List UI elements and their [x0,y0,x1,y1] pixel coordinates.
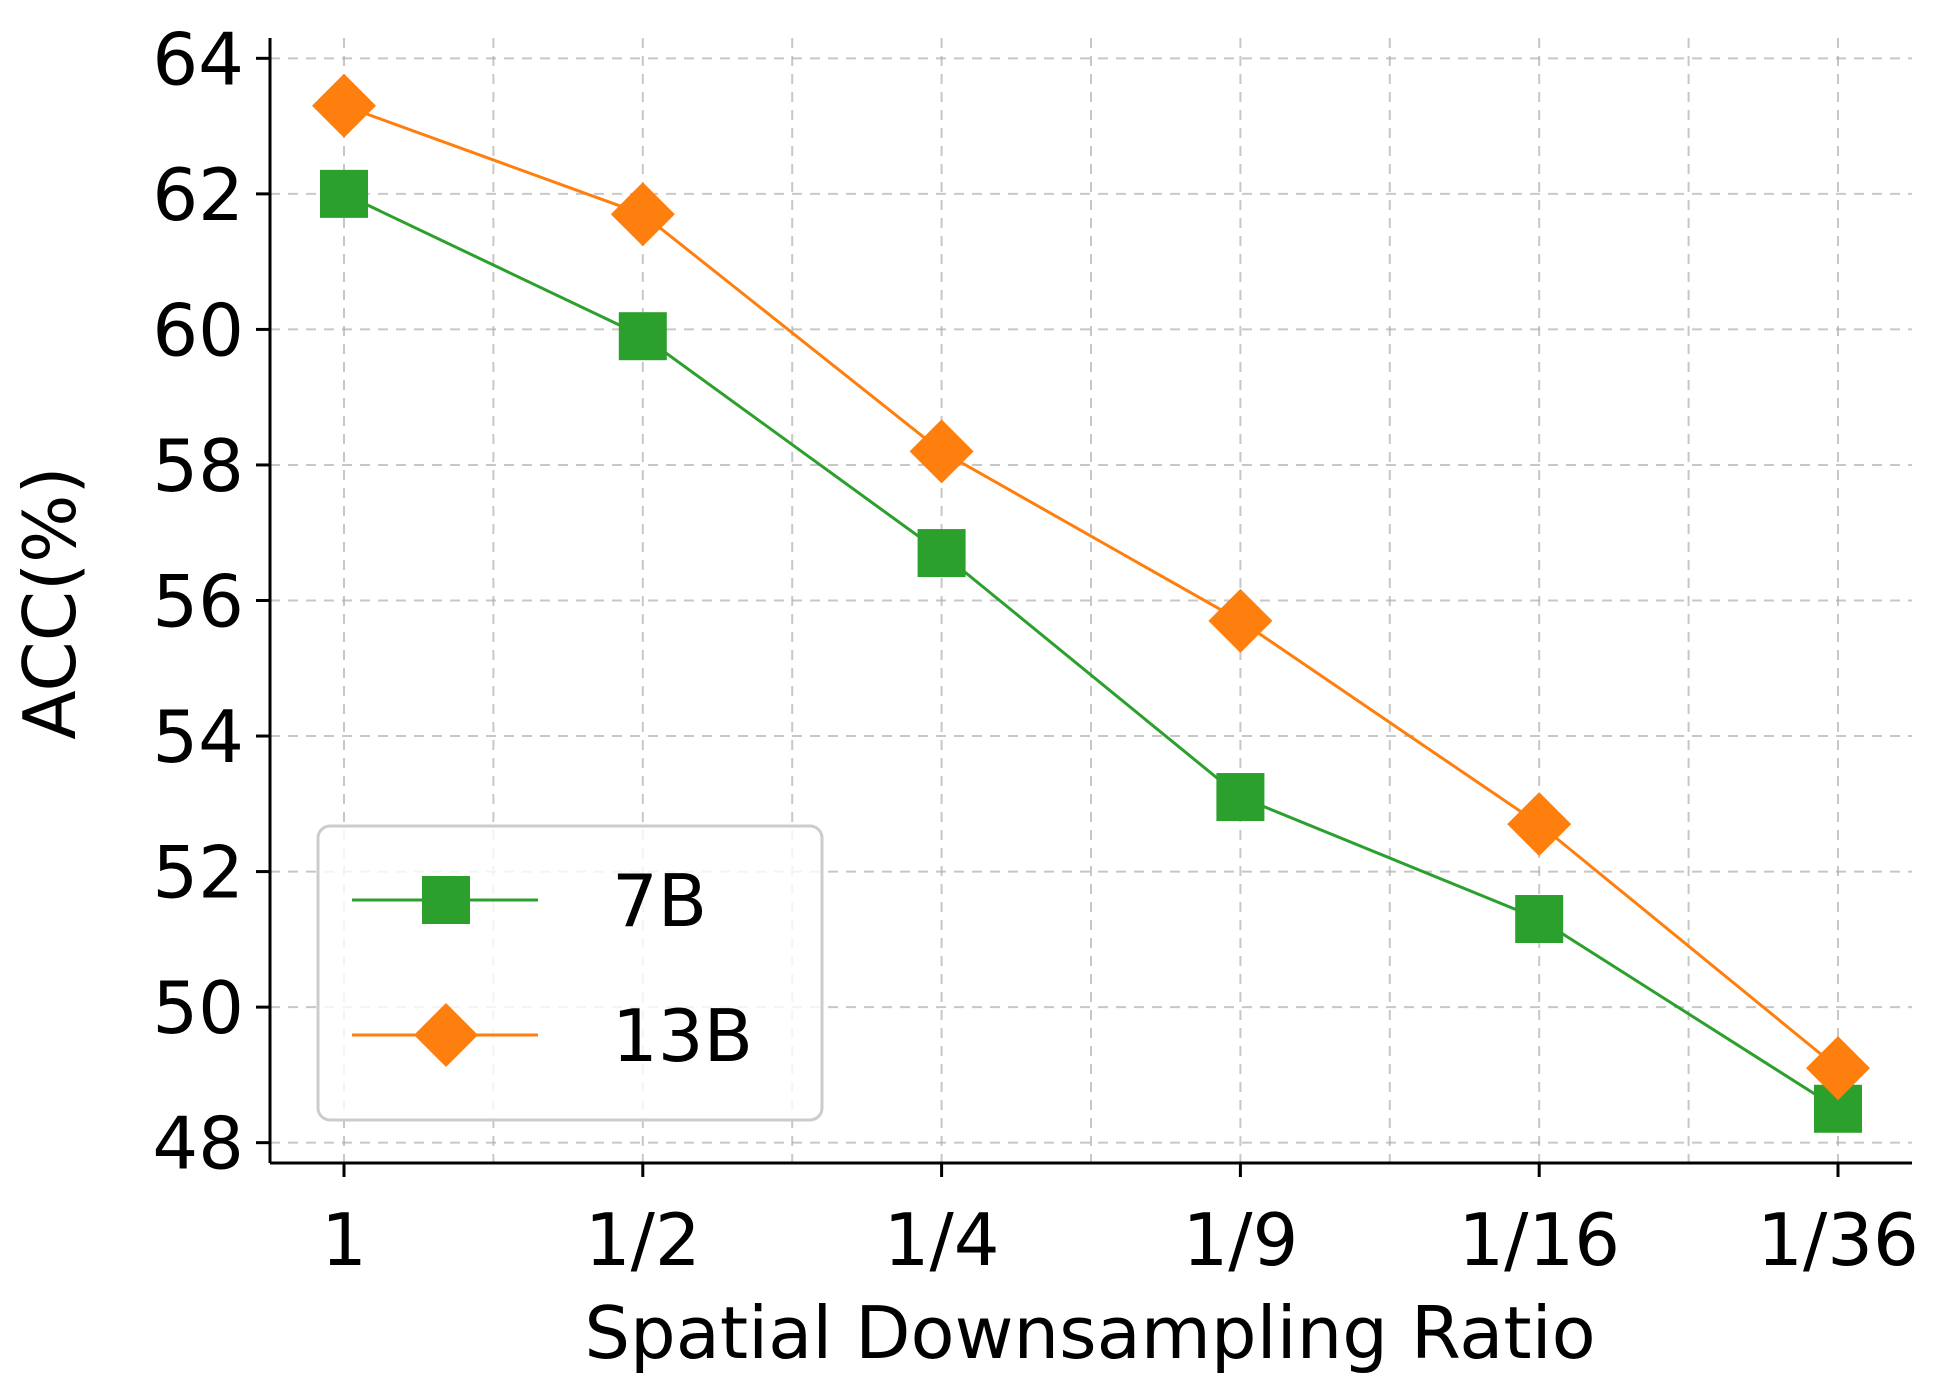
series-layer [312,73,1870,1133]
x-axis-label: Spatial Downsampling Ratio [584,1291,1595,1375]
series-13b [312,73,1870,1101]
series-line-13b [343,104,1839,1070]
legend-entry-13b: 13B [352,994,753,1078]
y-axis-label: ACC(%) [8,466,92,739]
data-point-13b [1806,1036,1870,1101]
legend-label-7b: 7B [612,859,707,943]
y-tick-label: 64 [152,17,244,101]
legend-diamond-marker [414,1003,478,1067]
y-tick-label: 54 [152,695,244,779]
y-tick-label: 58 [152,424,244,508]
y-tick-label: 50 [152,966,244,1050]
tick-labels: 48 50 52 54 56 58 60 62 64 1 1/2 1/4 1/9 1/16 1/36 [152,17,1918,1282]
data-point-7b [618,312,667,361]
x-tick-label: 1 [321,1198,367,1282]
x-tick-label: 1/2 [585,1198,701,1282]
y-tick-label: 52 [152,831,244,915]
x-tick-label: 1/16 [1458,1198,1620,1282]
data-point-7b [1216,773,1265,822]
data-point-13b [909,419,974,484]
legend: 7B 13B [316,824,824,1122]
y-tick-label: 56 [152,560,244,644]
legend-label-13b: 13B [612,994,753,1078]
x-tick-label: 1/4 [884,1198,1000,1282]
axes [256,38,1912,1177]
data-point-13b [1208,588,1273,653]
data-point-7b [320,169,368,218]
y-tick-label: 60 [152,288,244,372]
legend-entry-7b: 7B [352,859,707,943]
data-point-13b [610,182,675,247]
data-point-7b [917,529,966,578]
x-tick-label: 1/9 [1182,1198,1298,1282]
data-point-13b [1507,792,1572,857]
series-7b [320,169,1862,1133]
data-point-13b [312,73,376,138]
data-point-7b [1515,895,1564,944]
y-tick-label: 62 [152,153,244,237]
series-line-7b [343,192,1839,1111]
x-tick-label: 1/36 [1757,1198,1919,1282]
legend-square-marker [422,876,470,924]
y-tick-label: 48 [152,1102,244,1186]
